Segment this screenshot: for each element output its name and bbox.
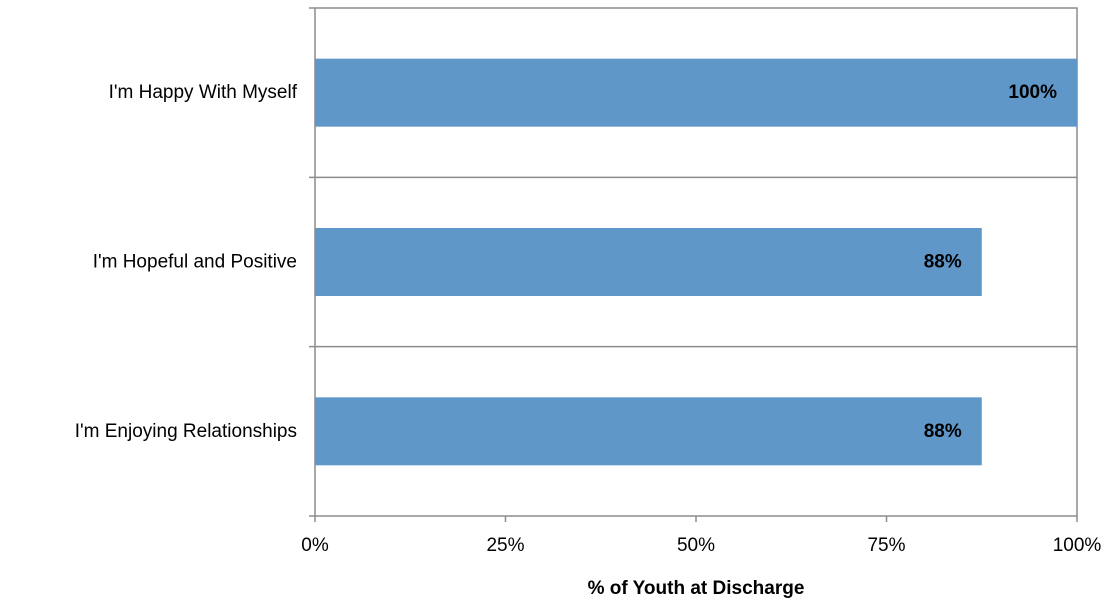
category-label: I'm Happy With Myself [109, 82, 298, 103]
category-label: I'm Hopeful and Positive [93, 252, 297, 273]
x-tick-label: 100% [1053, 535, 1102, 556]
bar [315, 228, 982, 296]
bar [315, 397, 982, 466]
x-axis-title: % of Youth at Discharge [588, 578, 805, 599]
data-label: 88% [924, 421, 962, 442]
bar [315, 58, 1077, 127]
data-label: 88% [924, 252, 962, 273]
data-label: 100% [1008, 82, 1057, 103]
x-tick-label: 0% [301, 535, 329, 556]
x-tick-label: 75% [867, 535, 905, 556]
category-label: I'm Enjoying Relationships [75, 421, 297, 442]
x-tick-label: 50% [677, 535, 715, 556]
x-tick-label: 25% [486, 535, 524, 556]
